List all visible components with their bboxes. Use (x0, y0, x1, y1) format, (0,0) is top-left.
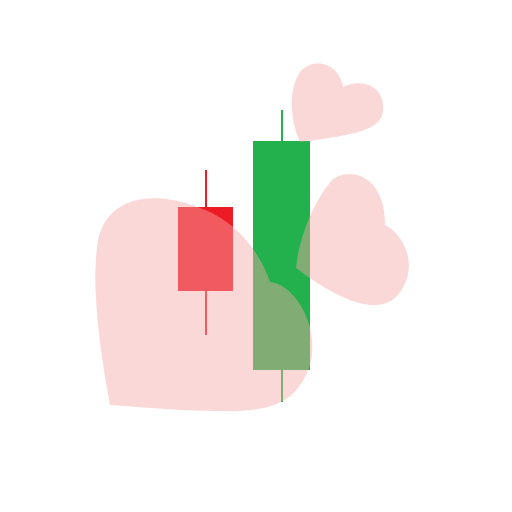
large-heart-icon (95, 198, 313, 412)
bullish-candle-body (253, 141, 310, 370)
bearish-candle (178, 170, 233, 335)
bullish-candle (253, 110, 310, 402)
bearish-candle-body (178, 207, 233, 291)
small-heart-icon (291, 63, 384, 142)
medium-heart-icon (296, 174, 409, 306)
hearts-overlay (95, 63, 409, 412)
